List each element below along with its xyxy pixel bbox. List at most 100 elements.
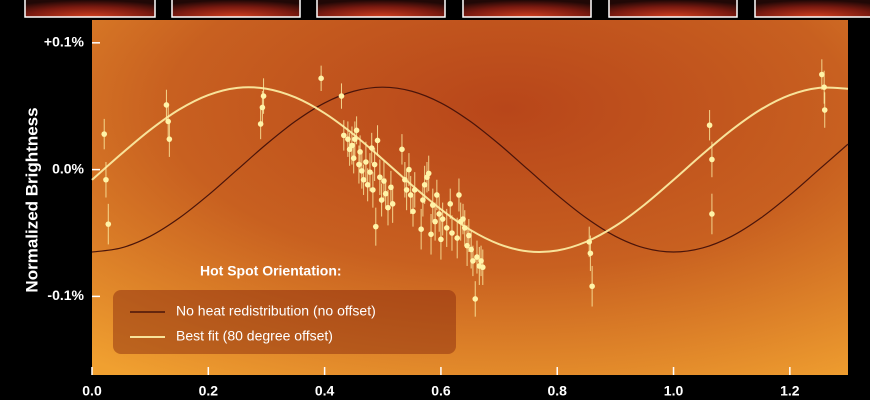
thumbnail (462, 0, 592, 18)
data-point (439, 216, 446, 222)
data-point (468, 246, 474, 253)
data-point (438, 236, 444, 243)
legend-title: Hot Spot Orientation: (200, 263, 342, 279)
x-tick-label: 0.0 (82, 383, 102, 399)
data-point (407, 192, 414, 198)
data-point (103, 176, 109, 183)
thumbnail (316, 0, 446, 18)
data-point (586, 239, 593, 245)
data-point (421, 182, 428, 188)
data-point (432, 218, 438, 225)
data-point (402, 176, 408, 183)
data-point (371, 161, 378, 168)
data-point (382, 190, 389, 197)
curve (91, 86, 849, 253)
x-tick-label: 1.2 (780, 383, 800, 399)
thumbnail (171, 0, 301, 18)
data-point (449, 230, 455, 236)
data-point (367, 169, 373, 175)
data-point (425, 170, 432, 177)
data-point (411, 187, 418, 193)
data-point (399, 146, 405, 153)
x-tick-label: 0.8 (547, 383, 567, 399)
data-point (105, 221, 112, 227)
data-point (370, 187, 376, 193)
data-point (470, 258, 476, 264)
thumbnails (24, 0, 870, 18)
data-point (429, 202, 436, 208)
data-point (403, 187, 410, 193)
legend-label: Best fit (80 degree offset) (176, 328, 333, 344)
data-point (372, 223, 379, 230)
data-point (353, 127, 360, 134)
data-point (447, 201, 454, 207)
data-point (589, 283, 595, 290)
data-point (478, 258, 484, 264)
data-point (464, 242, 470, 249)
data-point (474, 254, 480, 260)
data-point (428, 231, 434, 238)
data-point (410, 208, 416, 215)
data-point (418, 226, 424, 232)
curve (91, 86, 849, 253)
data-point (443, 225, 450, 231)
legend-label: No heat redistribution (no offset) (176, 303, 376, 319)
plot-background (92, 20, 848, 375)
data-point (259, 104, 266, 111)
data-point (381, 178, 387, 184)
data-point (821, 107, 828, 113)
data-point (434, 192, 440, 198)
data-point (819, 71, 825, 78)
data-point (257, 121, 264, 127)
data-point (374, 137, 381, 144)
data-point (378, 197, 385, 203)
data-point (385, 204, 391, 211)
data-point (821, 84, 827, 90)
y-axis-label: Normalized Brightness (22, 107, 41, 292)
data-point (345, 136, 351, 142)
data-point (350, 155, 357, 161)
data-point (368, 145, 375, 151)
y-tick-label: -0.1% (47, 287, 84, 303)
data-point (479, 264, 486, 271)
legend-box (113, 290, 456, 354)
data-point (165, 118, 171, 125)
data-point (163, 102, 170, 108)
data-point (341, 132, 347, 139)
data-point (466, 232, 472, 239)
data-point (338, 93, 345, 99)
data-point (454, 235, 461, 241)
x-tick-label: 0.2 (199, 383, 219, 399)
thumbnail (608, 0, 738, 18)
data-point (356, 161, 362, 168)
data-point (587, 250, 594, 257)
thumbnail (24, 0, 156, 18)
data-point (318, 75, 324, 82)
y-tick-label: +0.1% (44, 34, 85, 50)
data-point (260, 93, 267, 99)
data-point (360, 176, 367, 183)
x-tick-label: 1.0 (664, 383, 684, 399)
data-point (706, 122, 713, 129)
data-point (460, 216, 466, 222)
data-point (436, 211, 442, 217)
data-point (357, 149, 363, 155)
x-tick-label: 0.4 (315, 383, 335, 399)
thumbnail (754, 0, 870, 18)
data-point (166, 136, 173, 142)
data-point (709, 156, 715, 163)
data-point (349, 142, 355, 149)
data-point (709, 211, 715, 217)
data-point (101, 131, 108, 137)
data-point (352, 136, 358, 142)
data-point (472, 296, 479, 302)
x-tick-label: 0.6 (431, 383, 451, 399)
data-point (461, 225, 468, 231)
data-point (456, 192, 462, 198)
data-point (420, 197, 426, 203)
data-point (406, 166, 412, 173)
data-point (388, 184, 394, 191)
data-point (364, 182, 371, 188)
data-point (377, 174, 383, 181)
